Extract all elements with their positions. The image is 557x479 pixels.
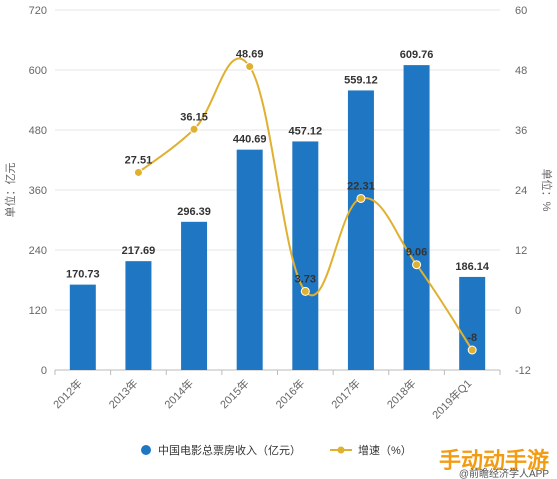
y-right-tick-label: 36: [515, 125, 527, 137]
y-left-tick-label: 480: [29, 125, 47, 137]
bar: [69, 284, 96, 370]
x-tick-label: 2019年Q1: [429, 376, 474, 421]
bar: [236, 149, 263, 370]
bar: [347, 90, 374, 370]
source-text: @前瞻经济学人APP: [459, 467, 549, 479]
legend-line-label: 增速（%）: [358, 443, 412, 457]
legend-line-dot: [337, 446, 345, 454]
data-labels: 170.73 217.69 296.39 440.69 457.12 559.12 609.…: [66, 49, 490, 344]
bar-series: [69, 65, 486, 371]
y-axis-left-title: 单位：亿元: [3, 163, 17, 218]
x-tick-label: 2012年: [50, 376, 85, 411]
line-series: [133, 57, 477, 355]
bar-value-label: 440.69: [233, 134, 267, 146]
y-left-tick-label: 600: [29, 65, 47, 77]
x-axis: 2012年 2013年 2014年 2015年 2016年 2017年 2018年 2019年…: [50, 370, 501, 422]
y-left-tick-label: 720: [29, 5, 47, 17]
bar-value-label: 186.14: [455, 261, 490, 273]
y-axis-right-title: 单位：%: [540, 169, 554, 212]
line-point: [300, 286, 310, 296]
bar-value-label: 217.69: [122, 245, 156, 257]
line-value-label: 36.15: [180, 111, 208, 123]
bar-value-label: 296.39: [177, 206, 211, 218]
x-tick-label: 2018年: [384, 376, 419, 411]
line-value-label: 3.73: [295, 273, 316, 285]
bar: [403, 65, 430, 371]
y-axis-right: -12 0 12 24 36 48 60: [515, 5, 531, 377]
y-right-tick-label: 60: [515, 5, 527, 17]
line-value-label: 22.31: [347, 180, 375, 192]
y-right-tick-label: 12: [515, 245, 527, 257]
y-left-tick-label: 240: [29, 245, 47, 257]
x-tick-label: 2015年: [217, 376, 252, 411]
bar-value-label: 170.73: [66, 269, 100, 281]
legend-bar-marker: [141, 445, 151, 455]
bar: [181, 221, 208, 370]
line-point: [245, 62, 255, 72]
x-tick-label: 2017年: [328, 376, 363, 411]
bar: [459, 276, 486, 370]
y-right-tick-label: 48: [515, 65, 527, 77]
legend: 中国电影总票房收入（亿元） 增速（%）: [141, 443, 412, 457]
y-axis-left: 0 120 240 360 480 600 720: [29, 5, 47, 377]
bar-value-label: 559.12: [344, 74, 378, 86]
bar: [292, 141, 319, 370]
line-point: [412, 260, 422, 270]
y-right-tick-label: 24: [515, 185, 527, 197]
watermark-text: 手动动手游: [439, 448, 549, 473]
y-left-tick-label: 360: [29, 185, 47, 197]
line-value-label: 9.06: [406, 247, 427, 259]
x-tick-label: 2013年: [106, 376, 141, 411]
gridlines: [55, 9, 500, 371]
bar-value-label: 609.76: [400, 49, 434, 61]
y-right-tick-label: 0: [515, 305, 521, 317]
line-point: [189, 124, 199, 134]
x-tick-label: 2014年: [161, 376, 196, 411]
bar-value-label: 457.12: [288, 125, 322, 137]
line-point: [356, 193, 366, 203]
y-left-tick-label: 120: [29, 305, 47, 317]
line-value-label: 48.69: [236, 49, 264, 61]
line-value-label: -8: [467, 332, 477, 344]
x-tick-label: 2016年: [272, 376, 307, 411]
line-point: [133, 167, 143, 177]
y-right-tick-label: -12: [515, 365, 531, 377]
y-left-tick-label: 0: [41, 365, 47, 377]
legend-bar-label: 中国电影总票房收入（亿元）: [158, 443, 301, 457]
bar: [125, 261, 152, 370]
line-value-label: 27.51: [125, 154, 153, 166]
line-point: [467, 345, 477, 355]
